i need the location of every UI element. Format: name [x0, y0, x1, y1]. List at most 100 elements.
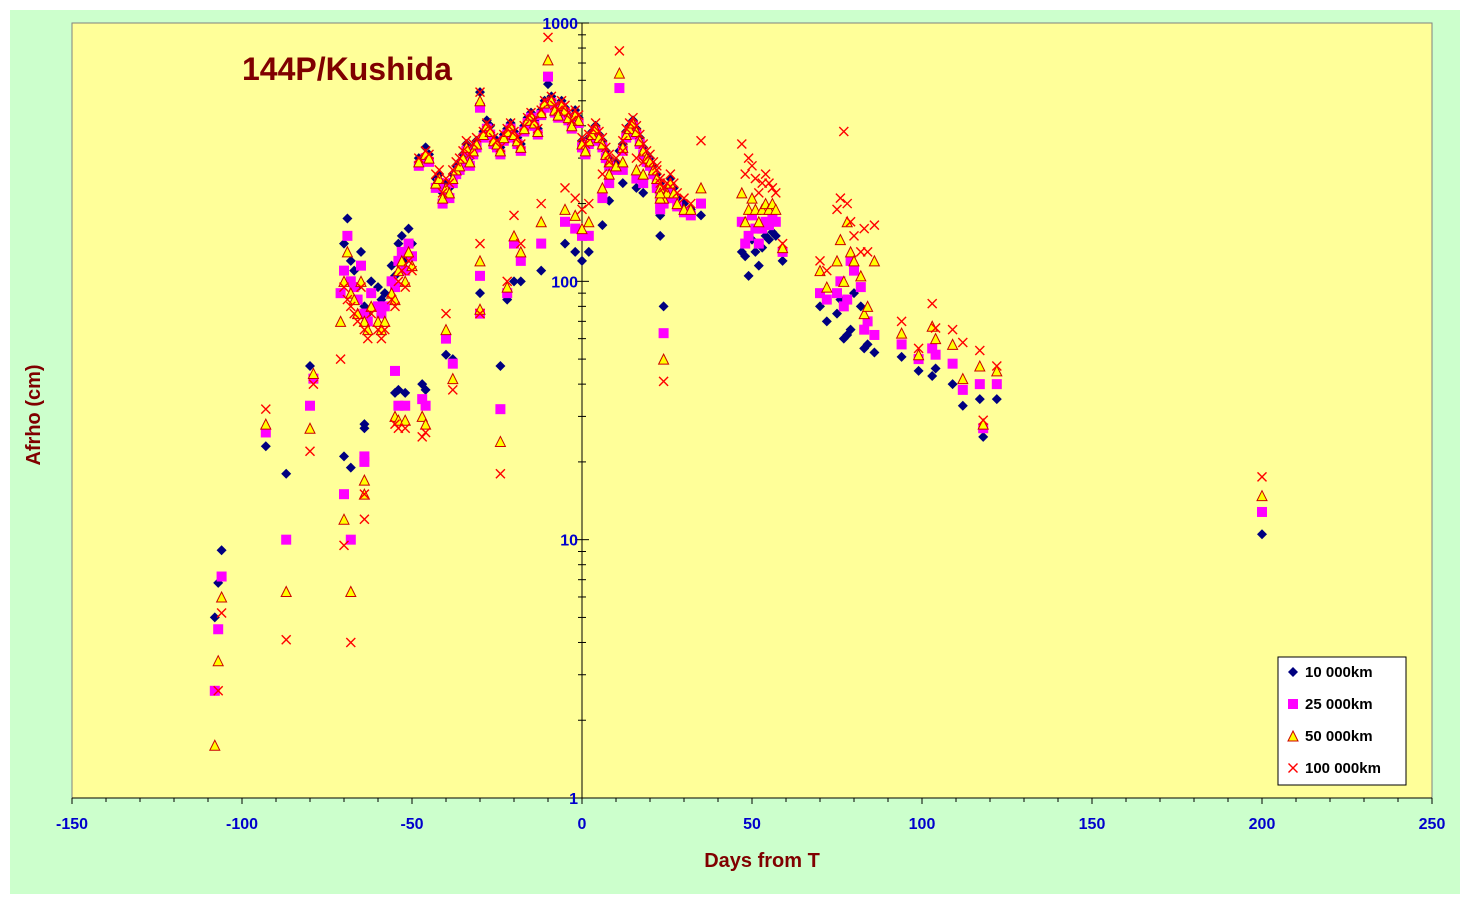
data-point	[929, 332, 942, 345]
x-marker-stroke	[345, 301, 356, 312]
data-point	[912, 348, 925, 361]
data-point	[947, 358, 958, 369]
data-point	[617, 145, 628, 156]
data-point	[342, 230, 353, 241]
y-axis-title: Afrho (cm)	[23, 364, 45, 465]
x-marker-stroke	[736, 139, 747, 150]
data-point	[895, 327, 908, 339]
data-point	[512, 132, 523, 143]
x-marker-stroke	[777, 238, 788, 249]
data-point	[624, 118, 635, 129]
x-marker-stroke	[624, 118, 635, 129]
data-point	[393, 400, 404, 411]
data-point	[651, 182, 662, 193]
legend: 10 000km 25 000km 50 000km 100 000km	[1277, 656, 1407, 786]
x-marker-stroke	[651, 164, 662, 175]
x-marker-stroke	[437, 187, 448, 198]
data-point	[441, 349, 451, 360]
data-point	[638, 156, 649, 167]
data-point	[946, 338, 959, 350]
x-tick-label: 150	[1079, 816, 1106, 833]
data-point	[927, 371, 938, 382]
data-point	[747, 210, 757, 221]
series-3	[213, 32, 1267, 696]
data-point	[658, 182, 669, 193]
data-point	[743, 270, 754, 281]
data-point	[957, 384, 968, 395]
data-point	[896, 339, 907, 350]
data-point	[753, 238, 764, 249]
data-point	[769, 203, 782, 215]
data-point	[1257, 529, 1267, 540]
x-marker-stroke	[417, 431, 428, 442]
data-point	[339, 282, 349, 293]
data-point	[475, 87, 485, 98]
data-point	[281, 534, 292, 545]
data-point	[849, 230, 859, 241]
x-marker-stroke	[679, 193, 689, 204]
data-point	[400, 282, 411, 293]
data-point	[927, 343, 938, 354]
data-point	[509, 210, 519, 221]
data-point	[869, 329, 880, 340]
data-point	[542, 53, 554, 66]
data-point	[260, 427, 271, 438]
data-point	[366, 288, 377, 299]
data-point	[441, 308, 451, 319]
data-point	[685, 210, 696, 221]
x-marker-stroke	[651, 160, 662, 171]
x-marker-stroke	[573, 110, 584, 121]
data-point	[560, 216, 570, 227]
data-point	[359, 419, 370, 430]
x-marker-stroke	[352, 316, 363, 327]
data-point	[339, 265, 349, 276]
data-point	[573, 110, 584, 121]
data-point	[208, 739, 221, 751]
x-marker-stroke	[461, 135, 472, 146]
data-point	[638, 178, 649, 189]
data-point	[475, 270, 485, 281]
data-point	[735, 186, 748, 199]
data-point	[209, 612, 220, 623]
x-marker-stroke	[621, 123, 632, 134]
data-point	[420, 400, 431, 411]
data-point	[345, 276, 356, 287]
data-point	[386, 294, 397, 305]
data-point	[358, 474, 371, 486]
x-marker-stroke	[281, 634, 292, 645]
data-point	[536, 265, 547, 276]
x-marker-stroke	[570, 193, 581, 204]
data-point	[212, 654, 225, 667]
x-marker-stroke	[658, 182, 669, 193]
data-point	[400, 423, 411, 434]
x-marker-stroke	[753, 187, 764, 198]
x-marker-stroke	[767, 182, 778, 193]
data-point	[991, 379, 1002, 390]
data-point	[655, 230, 666, 241]
x-marker-stroke	[475, 238, 485, 249]
legend-marker	[1288, 667, 1298, 677]
data-point	[502, 123, 513, 134]
data-point	[395, 254, 408, 267]
series-2	[208, 53, 1268, 751]
data-points	[208, 32, 1268, 751]
x-marker-stroke	[740, 169, 751, 180]
data-point	[590, 118, 601, 129]
data-point	[631, 153, 642, 164]
data-point	[638, 187, 649, 198]
data-point	[386, 276, 397, 287]
data-point	[896, 351, 907, 362]
data-point	[478, 126, 489, 137]
data-point	[359, 324, 370, 335]
data-point	[587, 123, 598, 134]
x-marker-stroke	[604, 156, 615, 167]
legend-marker	[1287, 729, 1299, 742]
data-point	[767, 182, 778, 193]
data-point	[305, 446, 315, 457]
legend-marker	[1288, 763, 1298, 773]
x-marker-stroke	[747, 160, 757, 171]
data-point	[559, 203, 571, 215]
x-tick-label: 0	[578, 816, 587, 833]
data-point	[495, 142, 506, 153]
x-marker-stroke	[927, 298, 938, 309]
